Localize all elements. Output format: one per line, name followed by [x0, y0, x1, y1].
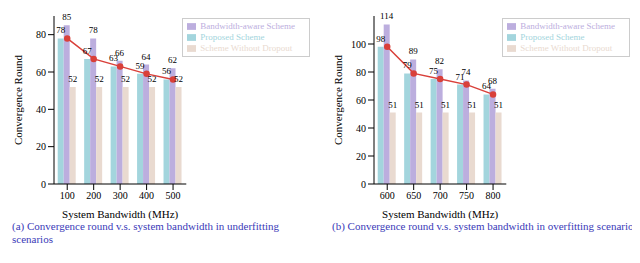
html-text:Scheme Without Dropout: Scheme Without Dropout	[200, 43, 293, 53]
svg-text:600: 600	[380, 190, 395, 201]
svg-text:700: 700	[433, 190, 448, 201]
svg-text:67: 67	[83, 46, 93, 56]
svg-text:51: 51	[441, 100, 450, 110]
svg-text:68: 68	[488, 76, 498, 86]
html-text:Scheme Without Dropout: Scheme Without Dropout	[520, 43, 613, 53]
svg-text:74: 74	[462, 67, 472, 77]
html-text:Bandwidth-aware Scheme: Bandwidth-aware Scheme	[200, 21, 295, 31]
svg-text:82: 82	[435, 56, 444, 66]
svg-text:20: 20	[36, 141, 46, 152]
svg-text:52: 52	[68, 74, 77, 84]
svg-text:40: 40	[356, 123, 366, 134]
svg-text:51: 51	[415, 100, 424, 110]
svg-text:63: 63	[109, 53, 119, 64]
svg-text:52: 52	[174, 74, 183, 84]
svg-text:51: 51	[494, 100, 503, 110]
svg-text:80: 80	[36, 29, 46, 40]
svg-text:300: 300	[113, 190, 128, 201]
svg-text:85: 85	[62, 12, 72, 22]
svg-text:100: 100	[60, 190, 75, 201]
svg-text:40: 40	[36, 104, 46, 115]
svg-text:66: 66	[115, 48, 125, 58]
svg-text:800: 800	[486, 190, 501, 201]
svg-text:52: 52	[121, 74, 130, 84]
html-text:(a) Convergence round v.s. sys: (a) Convergence round v.s. system bandwi…	[12, 220, 279, 245]
svg-text:98: 98	[376, 34, 386, 44]
html-text:Proposed Scheme: Proposed Scheme	[520, 32, 585, 42]
svg-text:80: 80	[356, 67, 366, 78]
html-text:Bandwidth-aware Scheme: Bandwidth-aware Scheme	[520, 21, 615, 31]
svg-text:59: 59	[136, 61, 146, 71]
svg-text:64: 64	[142, 52, 152, 62]
svg-text:Convergence Round: Convergence Round	[332, 55, 344, 145]
svg-text:400: 400	[139, 190, 154, 201]
svg-text:200: 200	[86, 190, 101, 201]
svg-text:0: 0	[361, 179, 366, 190]
svg-text:62: 62	[168, 55, 177, 65]
svg-text:78: 78	[56, 25, 65, 35]
svg-text:51: 51	[388, 100, 397, 110]
svg-text:Convergence Round: Convergence Round	[12, 55, 24, 145]
svg-text:75: 75	[429, 66, 439, 76]
svg-text:114: 114	[380, 11, 394, 21]
svg-text:60: 60	[356, 95, 366, 106]
svg-text:650: 650	[406, 190, 421, 201]
svg-text:0: 0	[41, 179, 46, 190]
svg-text:52: 52	[95, 74, 104, 84]
svg-text:89: 89	[409, 46, 419, 56]
svg-text:52: 52	[148, 74, 157, 84]
svg-text:60: 60	[36, 67, 46, 78]
svg-text:System Bandwidth (MHz): System Bandwidth (MHz)	[62, 208, 178, 220]
svg-text:71: 71	[455, 71, 465, 82]
svg-text:20: 20	[356, 151, 366, 162]
svg-text:78: 78	[89, 25, 99, 35]
svg-text:500: 500	[166, 190, 181, 201]
svg-text:51: 51	[468, 100, 477, 110]
html-text:(b) Convergence round v.s. sys: (b) Convergence round v.s. system bandwi…	[332, 220, 638, 232]
svg-text:System Bandwidth (MHz): System Bandwidth (MHz)	[382, 208, 498, 220]
svg-text:750: 750	[459, 190, 474, 201]
svg-text:100: 100	[351, 39, 366, 50]
svg-text:56: 56	[162, 66, 172, 76]
svg-text:79: 79	[403, 60, 413, 70]
html-text:Proposed Scheme: Proposed Scheme	[200, 32, 265, 42]
svg-text:64: 64	[482, 81, 491, 92]
